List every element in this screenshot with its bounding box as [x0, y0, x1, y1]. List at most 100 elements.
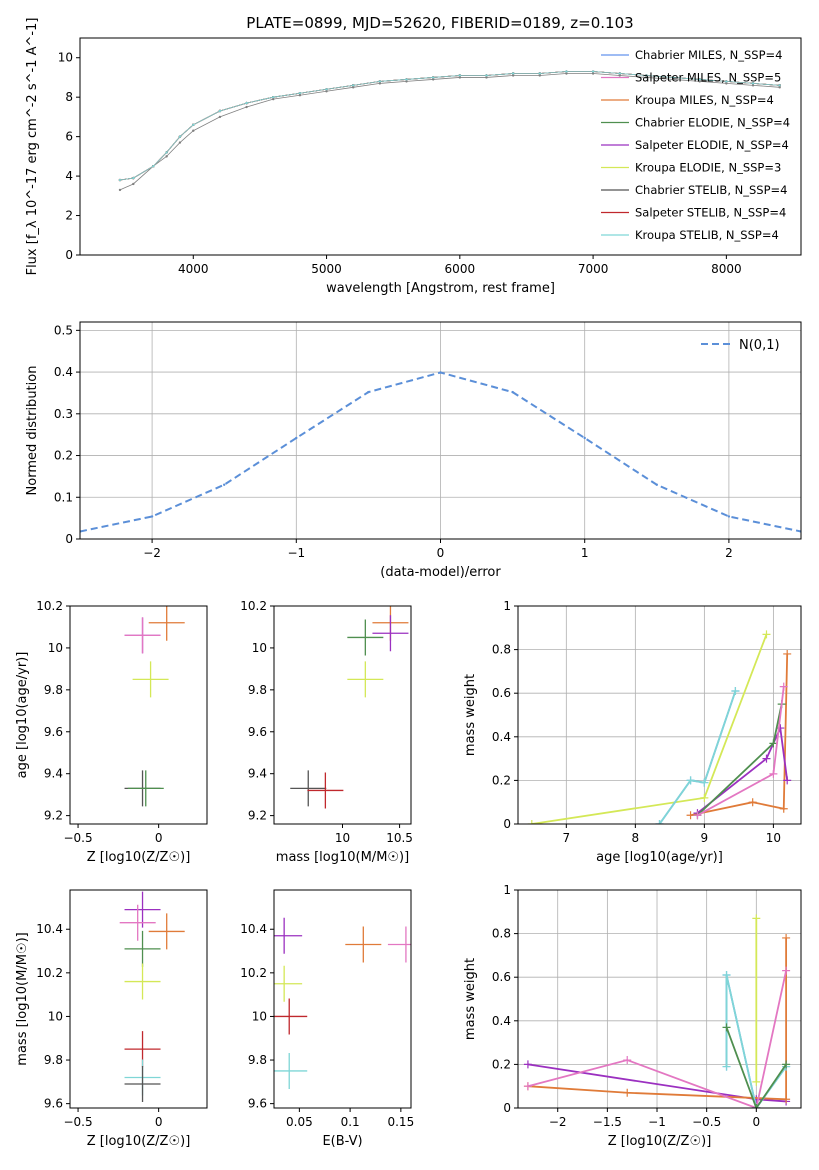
data-point: [700, 793, 709, 802]
data-point: [245, 105, 248, 109]
data-point: [722, 1023, 731, 1032]
data-point: [731, 687, 740, 696]
series-line: [690, 653, 789, 817]
data-point: [458, 74, 462, 77]
legend-entry: Salpeter MILES, N_SSP=5: [635, 71, 781, 85]
y-tick-label: 0.8: [492, 927, 511, 941]
x-axis-label: Z [log10(Z/Z☉)]: [608, 1134, 712, 1149]
x-axis-label: age [log10(age/yr)]: [596, 850, 723, 865]
data-point: [325, 90, 328, 93]
x-tick-label: 10: [335, 831, 350, 845]
data-point: [782, 933, 791, 942]
x-tick-label: −2: [143, 546, 161, 560]
data-point: [538, 74, 541, 77]
x-tick-label: −0.5: [692, 1115, 721, 1129]
data-point: [148, 606, 185, 641]
y-tick-label: 0.5: [54, 323, 73, 337]
data-point: [165, 155, 168, 158]
y-tick-label: 0.4: [492, 730, 511, 744]
data-point: [645, 76, 648, 79]
x-axis-label: Z [log10(Z/Z☉)]: [87, 850, 191, 865]
y-axis-label: mass [log10(M/M☉)]: [15, 932, 30, 1065]
chart-mass_vs_EBV: 0.05 0.1 0.15 9.6 9.8 10 10.2 10.4 E(B-V): [240, 889, 414, 1149]
chart-weight_vs_age: 7 8 9 10 0 0.2 0.4 0.6 0.8 1 age [log10(age/yr)] ma…: [463, 599, 802, 865]
series-line: [119, 73, 780, 191]
data-point: [783, 776, 792, 785]
data-point: [693, 811, 702, 820]
data-point: [776, 724, 785, 733]
x-tick-label: −0.5: [63, 831, 92, 845]
y-tick-label: 10.4: [36, 922, 63, 936]
x-axis-label: wavelength [Angstrom, rest frame]: [326, 281, 555, 296]
data-point: [118, 188, 122, 192]
axes-frame: [517, 889, 802, 1109]
data-point: [118, 178, 122, 182]
y-axis-label: mass weight: [463, 958, 478, 1040]
data-point: [591, 70, 595, 73]
data-point: [686, 811, 695, 820]
legend-entry: Chabrier MILES, N_SSP=4: [635, 48, 782, 62]
data-point: [124, 930, 161, 967]
y-tick-label: 9.4: [44, 767, 63, 781]
x-tick-label: 0.05: [286, 1115, 313, 1129]
data-point: [782, 966, 791, 975]
x-tick-label: −1: [287, 546, 305, 560]
x-tick-label: −1.5: [593, 1115, 622, 1129]
data-point: [372, 615, 409, 652]
data-point: [752, 914, 761, 923]
axes-frame: [79, 37, 802, 256]
y-axis-label: Normed distribution: [25, 366, 40, 496]
y-tick-label: 10.2: [36, 599, 63, 613]
data-point: [623, 1088, 632, 1097]
y-tick-label: 9.6: [44, 725, 63, 739]
x-tick-label: 8: [632, 831, 640, 845]
y-axis-label: Flux [f_λ 10^-17 erg cm^-2 s^-1 A^-1]: [25, 18, 40, 276]
plot-area: [80, 371, 801, 533]
x-tick-label: 7000: [578, 262, 609, 276]
data-point: [523, 1060, 532, 1069]
data-point: [192, 129, 195, 132]
x-tick-label: 0: [752, 1115, 760, 1129]
data-point: [748, 798, 757, 807]
data-point: [722, 1062, 731, 1071]
data-point: [124, 1066, 161, 1103]
data-point: [405, 80, 408, 83]
data-point: [511, 72, 515, 75]
data-point: [431, 78, 435, 81]
data-point: [645, 74, 648, 77]
legend-entry: Chabrier ELODIE, N_SSP=4: [635, 116, 790, 130]
y-tick-label: 4: [65, 169, 73, 183]
x-tick-label: 5000: [311, 262, 342, 276]
data-point: [511, 74, 515, 77]
data-point: [769, 769, 778, 778]
y-tick-label: 10.2: [240, 599, 267, 613]
y-tick-label: 0.6: [492, 970, 511, 984]
y-axis-label: mass weight: [463, 674, 478, 756]
series-line: [527, 970, 787, 1108]
legend-entry: Kroupa MILES, N_SSP=4: [635, 93, 774, 107]
data-point: [523, 1082, 532, 1091]
y-tick-label: 9.8: [248, 683, 267, 697]
data-point: [565, 72, 568, 75]
data-point: [485, 74, 488, 77]
data-point: [671, 78, 675, 81]
data-point: [405, 78, 408, 81]
legend-entry: Kroupa ELODIE, N_SSP=3: [635, 161, 781, 175]
data-point: [347, 619, 384, 656]
data-point: [751, 84, 755, 87]
data-point: [378, 80, 382, 83]
legend-entry: N(0,1): [739, 338, 780, 353]
x-axis-label: Z [log10(Z/Z☉)]: [87, 1134, 191, 1149]
axes-frame: [517, 605, 802, 825]
y-axis-label: age [log10(age/yr)]: [15, 652, 30, 779]
y-tick-label: 9.6: [248, 1097, 267, 1111]
data-point: [274, 998, 308, 1035]
axes-frame: [273, 889, 412, 1109]
data-point: [352, 84, 355, 87]
data-point: [655, 483, 658, 486]
data-point: [538, 72, 541, 75]
data-point: [148, 913, 185, 950]
x-tick-label: 9: [701, 831, 709, 845]
data-point: [152, 165, 155, 168]
data-point: [618, 74, 621, 77]
